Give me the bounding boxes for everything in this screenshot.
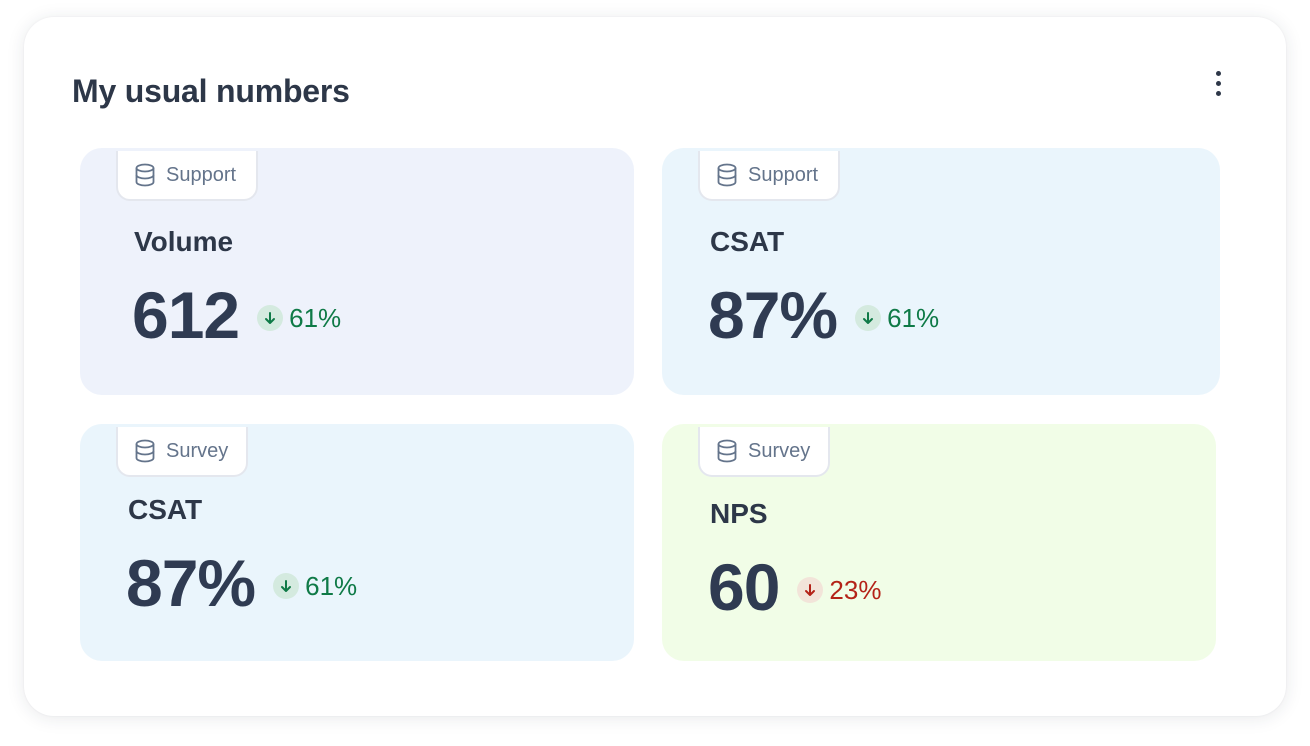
metric-name: CSAT <box>710 226 785 257</box>
database-icon <box>135 163 155 187</box>
change-value: 61% <box>289 302 342 333</box>
source-tag[interactable]: Survey <box>698 427 830 477</box>
metrics-widget: My usual numbers Support Volume 612 61% <box>24 17 1286 716</box>
metric-row: 612 61% <box>132 282 341 348</box>
metric-card-nps[interactable]: Survey NPS 60 23% <box>662 424 1216 661</box>
more-options-button[interactable] <box>1203 65 1233 101</box>
source-label: Support <box>166 163 237 186</box>
change-indicator: 61% <box>855 303 939 334</box>
source-tag[interactable]: Survey <box>116 427 248 477</box>
database-icon <box>135 439 155 463</box>
source-label: Support <box>748 163 819 186</box>
arrow-down-icon <box>273 573 300 599</box>
source-label: Survey <box>166 439 229 462</box>
metric-card-csat-survey[interactable]: Survey CSAT 87% 61% <box>80 424 634 661</box>
change-indicator: 61% <box>273 571 357 602</box>
arrow-down-icon <box>797 577 824 603</box>
more-vertical-icon-dot <box>1215 90 1221 96</box>
more-vertical-icon-dot <box>1215 80 1221 86</box>
metric-name: Volume <box>134 226 234 257</box>
metric-value: 87% <box>126 546 256 620</box>
change-value: 23% <box>829 574 882 605</box>
metric-row: 87% 61% <box>708 282 939 348</box>
metric-value: 60 <box>708 550 780 624</box>
metric-name: CSAT <box>128 494 203 525</box>
database-icon <box>717 163 737 187</box>
change-value: 61% <box>305 570 358 601</box>
arrow-down-icon <box>257 305 284 331</box>
database-icon <box>717 439 737 463</box>
change-indicator: 61% <box>257 303 341 334</box>
change-value: 61% <box>887 302 940 333</box>
metric-card-volume[interactable]: Support Volume 612 61% <box>80 148 634 395</box>
metric-value: 87% <box>708 278 838 352</box>
metric-value: 612 <box>132 278 240 352</box>
metric-row: 60 23% <box>708 554 881 620</box>
source-tag[interactable]: Support <box>116 151 258 201</box>
source-label: Survey <box>748 439 811 462</box>
metric-card-csat-support[interactable]: Support CSAT 87% 61% <box>662 148 1220 395</box>
metric-name: NPS <box>710 498 768 529</box>
widget-title: My usual numbers <box>72 73 350 109</box>
source-tag[interactable]: Support <box>698 151 840 201</box>
change-indicator: 23% <box>797 575 881 606</box>
arrow-down-icon <box>855 305 882 331</box>
metric-row: 87% 61% <box>126 550 357 616</box>
more-vertical-icon <box>1215 70 1221 76</box>
